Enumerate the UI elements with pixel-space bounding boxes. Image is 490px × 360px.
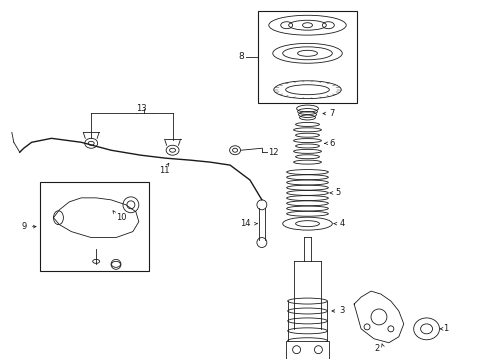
- Text: 12: 12: [268, 148, 278, 157]
- Circle shape: [257, 238, 267, 247]
- Bar: [40, 182, 149, 271]
- Text: 13: 13: [136, 104, 147, 113]
- Circle shape: [127, 201, 135, 209]
- Text: 3: 3: [339, 306, 344, 315]
- Ellipse shape: [274, 81, 341, 99]
- Text: 11: 11: [159, 166, 169, 175]
- Text: 6: 6: [329, 139, 335, 148]
- Text: 2: 2: [374, 344, 379, 353]
- Bar: [286, 341, 329, 359]
- Text: 5: 5: [335, 188, 341, 197]
- Circle shape: [257, 200, 267, 210]
- Text: 14: 14: [240, 219, 250, 228]
- Bar: [258, 11, 357, 103]
- Text: 4: 4: [339, 219, 344, 228]
- Ellipse shape: [230, 146, 241, 155]
- Circle shape: [123, 197, 139, 213]
- Circle shape: [371, 309, 387, 325]
- Text: 1: 1: [443, 324, 449, 333]
- Ellipse shape: [53, 211, 63, 225]
- Text: 10: 10: [116, 213, 126, 222]
- Ellipse shape: [414, 318, 440, 340]
- Circle shape: [111, 260, 121, 269]
- Text: 9: 9: [22, 222, 27, 231]
- Text: 7: 7: [329, 109, 335, 118]
- Ellipse shape: [269, 15, 346, 35]
- Text: 8: 8: [238, 53, 244, 62]
- Ellipse shape: [283, 217, 332, 230]
- Ellipse shape: [273, 44, 342, 63]
